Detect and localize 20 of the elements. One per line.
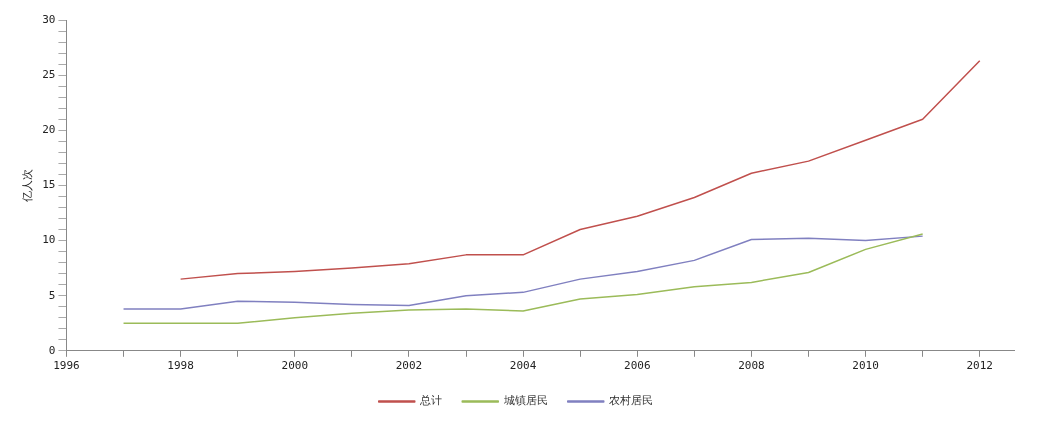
legend-label: 总计 xyxy=(419,394,443,408)
x-tick-label: 2004 xyxy=(509,359,537,373)
y-tick-label: 20 xyxy=(42,123,56,137)
x-tick-label: 1998 xyxy=(167,359,194,373)
x-tick-label: 2002 xyxy=(395,359,423,373)
y-tick-label: 30 xyxy=(42,12,56,26)
y-tick-label: 25 xyxy=(42,67,56,81)
x-tick-label: 2000 xyxy=(281,359,309,373)
y-tick-label: 10 xyxy=(42,233,56,247)
y-tick-label: 0 xyxy=(48,343,56,357)
x-tick-label: 2012 xyxy=(966,359,993,373)
x-tick-label: 2010 xyxy=(852,359,879,373)
x-tick-label: 2006 xyxy=(624,359,651,373)
y-tick-label: 5 xyxy=(48,288,56,302)
x-tick-label: 1996 xyxy=(53,359,80,373)
y-axis-title: 亿人次 xyxy=(21,168,35,203)
legend-label: 农村居民 xyxy=(609,394,654,408)
y-tick-label: 15 xyxy=(42,178,56,192)
legend-label: 城镇居民 xyxy=(502,394,548,408)
x-tick-label: 2008 xyxy=(738,359,765,373)
